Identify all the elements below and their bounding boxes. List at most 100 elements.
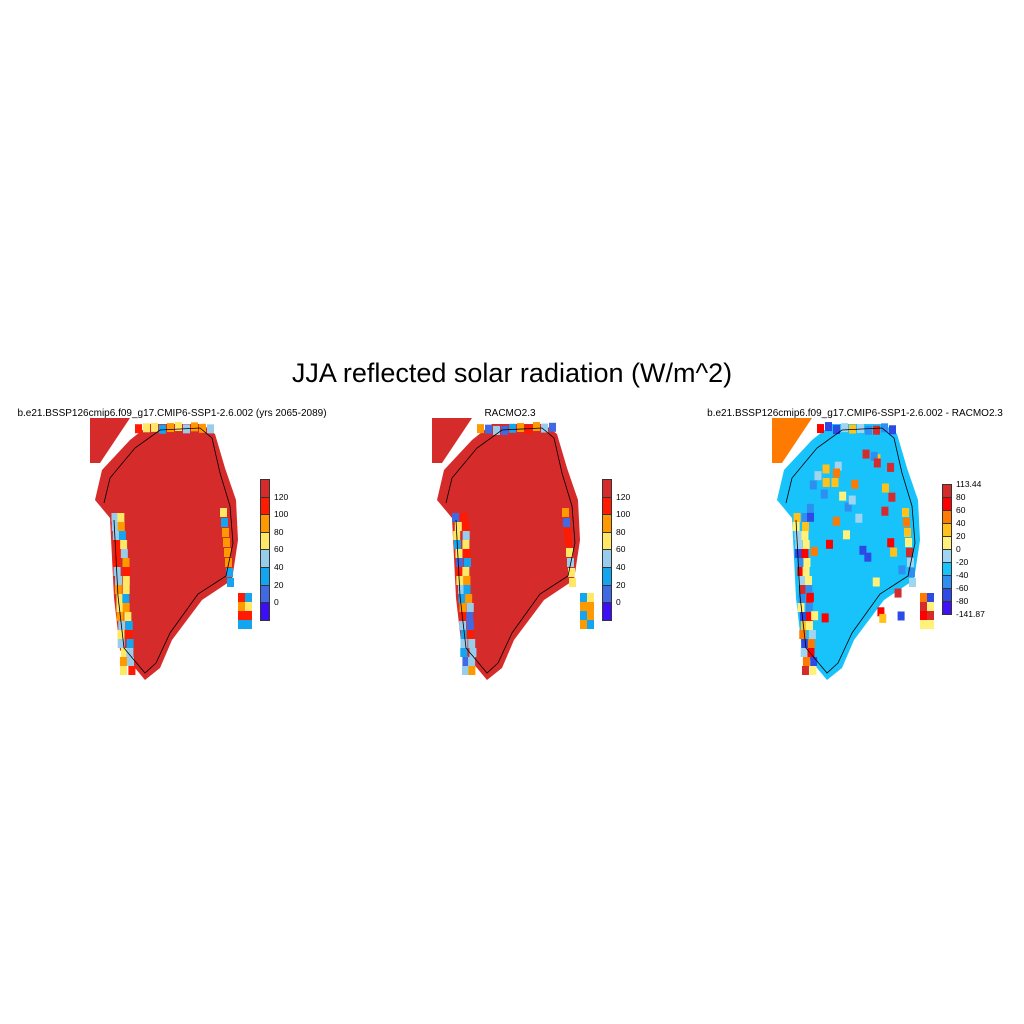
grid-cell [580, 593, 587, 602]
grid-cell [833, 425, 840, 435]
colorbar-swatch [260, 531, 270, 551]
grid-cell [587, 620, 594, 629]
grid-cell [122, 558, 130, 567]
grid-cell [220, 508, 227, 517]
grid-cell [125, 621, 133, 630]
colorbar-label: 20 [956, 531, 966, 541]
colorbar-swatch [602, 496, 612, 516]
grid-cell [802, 522, 810, 531]
colorbar-label: 80 [616, 526, 626, 537]
colorbar-swatch [942, 588, 952, 602]
grid-cell [460, 513, 468, 522]
grid-cell [564, 528, 571, 537]
grid-cell [831, 478, 839, 488]
grid-cell [834, 461, 842, 471]
grid-cell [833, 468, 841, 478]
grid-cell [485, 424, 492, 434]
grid-cell [805, 585, 813, 594]
grid-cell [881, 506, 889, 516]
coastline [445, 427, 576, 674]
colorbar-swatch [602, 531, 612, 551]
grid-cell [798, 594, 806, 603]
grid-cell [797, 567, 805, 576]
coastline [785, 427, 916, 674]
grid-cell [118, 531, 126, 540]
grid-cell [238, 620, 245, 629]
grid-cell [587, 611, 594, 620]
grid-cell [857, 423, 864, 433]
colorbar-label: 20 [274, 579, 284, 590]
grid-cell [466, 612, 474, 621]
colorbar-label: 120 [616, 491, 631, 502]
grid-cell [805, 576, 813, 585]
colorbar-swatch [602, 549, 612, 568]
ellesmere-field [90, 418, 130, 463]
grid-cell [207, 424, 214, 434]
colorbar-swatch [260, 602, 270, 621]
grid-cell [855, 513, 863, 523]
grid-cell [801, 639, 809, 648]
colorbar-swatch [942, 562, 952, 576]
grid-cell [120, 549, 128, 558]
grid-cell [568, 568, 575, 577]
grid-cell [227, 578, 234, 587]
map-racmo [432, 418, 594, 680]
grid-cell [454, 522, 462, 531]
grid-cell [463, 585, 471, 594]
grid-cell [864, 552, 872, 562]
grid-cell [566, 548, 573, 557]
grid-cell [800, 621, 808, 630]
grid-cell [541, 423, 548, 433]
panel-title-model: b.e21.BSSP126cmip6.f09_g17.CMIP6-SSP1-2.… [17, 408, 327, 419]
grid-cell [802, 540, 810, 549]
colorbar-label: 60 [274, 544, 284, 555]
grid-cell [881, 483, 889, 493]
grid-cell [458, 585, 466, 594]
colorbar-swatch [602, 479, 612, 498]
grid-cell [848, 495, 856, 505]
colorbar-swatch [260, 479, 270, 498]
grid-cell [802, 567, 810, 576]
grid-cell [461, 666, 469, 675]
grid-cell [245, 611, 252, 620]
colorbar-label: 100 [274, 509, 289, 520]
grid-cell [222, 528, 229, 537]
grid-cell [904, 528, 911, 537]
grid-cell [466, 621, 474, 630]
grid-cell [810, 657, 818, 666]
grid-cell [873, 425, 880, 435]
colorbar-swatch [942, 536, 952, 550]
grid-cell [881, 423, 888, 433]
grid-cell [462, 531, 470, 540]
grid-cell [466, 603, 474, 612]
grid-cell [509, 423, 516, 433]
grid-cell [806, 592, 814, 602]
colorbar-swatch [942, 601, 952, 615]
grid-cell [903, 518, 910, 527]
grid-cell [927, 593, 934, 602]
grid-cell [111, 522, 119, 531]
colorbar-swatch [602, 584, 612, 604]
grid-cell [125, 630, 133, 639]
grid-cell [224, 548, 231, 557]
grid-cell [226, 568, 233, 577]
map-model [90, 418, 252, 680]
grid-cell [862, 449, 870, 459]
grid-cell [468, 657, 476, 666]
grid-cell [117, 639, 125, 648]
grid-cell [801, 531, 809, 540]
grid-cell [245, 620, 252, 629]
grid-cell [175, 422, 182, 432]
grid-cell [462, 522, 470, 531]
colorbar-label: 100 [616, 509, 631, 520]
colorbar-swatch [260, 496, 270, 516]
grid-cell [460, 612, 468, 621]
grid-cell [865, 425, 872, 435]
grid-cell [143, 423, 150, 433]
colorbar-label: -60 [956, 583, 969, 593]
grid-cell [459, 603, 467, 612]
map-difference [772, 418, 934, 680]
grid-cell [460, 639, 468, 648]
colorbar-swatch [260, 514, 270, 533]
grid-cell [459, 621, 467, 630]
